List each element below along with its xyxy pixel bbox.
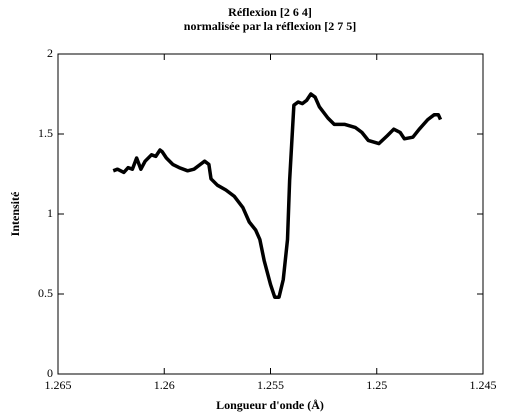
- x-tick-label: 1.245: [470, 378, 497, 392]
- plot-frame: [57, 53, 484, 375]
- y-tick-label: 0.5: [38, 286, 53, 300]
- x-tick-label: 1.25: [366, 378, 387, 392]
- y-tick-label: 1.5: [38, 126, 53, 140]
- x-axis-label: Longueur d'onde (Å): [216, 398, 324, 412]
- data-line: [112, 92, 443, 299]
- y-tick-label: 1: [47, 206, 53, 220]
- y-axis-label: Intensité: [8, 191, 22, 236]
- chart-subtitle: normalisée par la réflexion [2 7 5]: [184, 19, 356, 33]
- x-tick-label: 1.265: [45, 378, 72, 392]
- x-tick-label: 1.26: [154, 378, 175, 392]
- y-tick-label: 0: [47, 366, 53, 380]
- y-tick-label: 2: [47, 46, 53, 60]
- chart-title: Réflexion [2 6 4]: [228, 5, 312, 19]
- x-tick-label: 1.255: [257, 378, 284, 392]
